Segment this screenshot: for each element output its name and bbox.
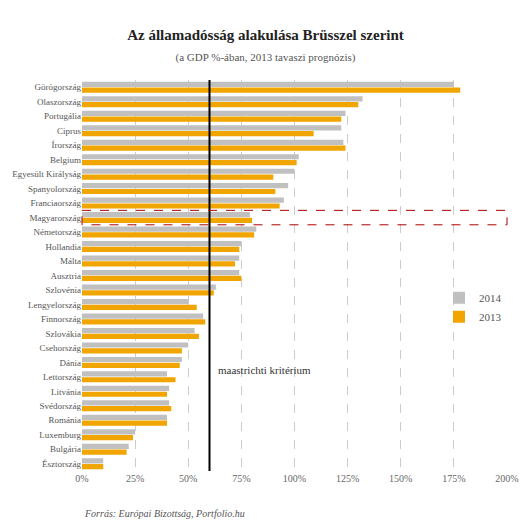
svg-text:Belgium: Belgium xyxy=(50,155,81,165)
svg-text:Szlovénia: Szlovénia xyxy=(46,285,82,295)
svg-text:Görögország: Görögország xyxy=(35,82,82,92)
svg-text:Lettország: Lettország xyxy=(43,372,81,382)
svg-text:Spanyolország: Spanyolország xyxy=(28,184,81,194)
svg-text:Finnország: Finnország xyxy=(41,314,81,324)
svg-text:175%: 175% xyxy=(442,473,465,484)
svg-text:50%: 50% xyxy=(179,473,197,484)
svg-text:maastrichti kritérium: maastrichti kritérium xyxy=(218,364,311,376)
svg-text:125%: 125% xyxy=(336,473,359,484)
svg-text:Svédország: Svédország xyxy=(40,401,82,411)
svg-text:Írország: Írország xyxy=(52,140,82,150)
svg-text:150%: 150% xyxy=(389,473,412,484)
svg-text:Olaszország: Olaszország xyxy=(37,97,81,107)
svg-text:Ciprus: Ciprus xyxy=(57,126,82,136)
svg-text:2014: 2014 xyxy=(479,292,502,304)
svg-text:Bulgária: Bulgária xyxy=(50,444,81,454)
svg-text:Észtország: Észtország xyxy=(42,459,81,469)
svg-text:Ausztria: Ausztria xyxy=(51,271,82,281)
svg-text:Csehország: Csehország xyxy=(40,343,82,353)
svg-text:Magyarország: Magyarország xyxy=(30,213,82,223)
svg-text:100%: 100% xyxy=(283,473,306,484)
svg-text:Portugália: Portugália xyxy=(44,111,81,121)
svg-text:Románia: Románia xyxy=(49,415,82,425)
svg-text:Németország: Németország xyxy=(34,227,82,237)
svg-text:Dánia: Dánia xyxy=(60,358,82,368)
svg-text:Forrás: Európai Bizottság, Por: Forrás: Európai Bizottság, Portfolio.hu xyxy=(84,508,245,519)
svg-text:Franciaország: Franciaország xyxy=(31,198,82,208)
svg-text:Lengyelország: Lengyelország xyxy=(28,300,81,310)
svg-text:0%: 0% xyxy=(75,473,88,484)
svg-text:Hollandia: Hollandia xyxy=(46,242,82,252)
svg-text:Szlovákia: Szlovákia xyxy=(46,329,82,339)
svg-text:Az államadósság alakulása Brüs: Az államadósság alakulása Brüsszel szeri… xyxy=(127,27,404,43)
svg-text:Luxemburg: Luxemburg xyxy=(39,430,81,440)
svg-text:75%: 75% xyxy=(232,473,250,484)
svg-text:2013: 2013 xyxy=(479,311,502,323)
svg-text:Litvánia: Litvánia xyxy=(51,387,81,397)
svg-text:(a GDP %-ában, 2013 tavaszi pr: (a GDP %-ában, 2013 tavaszi prognózis) xyxy=(176,51,356,64)
svg-text:25%: 25% xyxy=(126,473,144,484)
svg-text:200%: 200% xyxy=(495,473,518,484)
svg-text:Málta: Málta xyxy=(60,256,81,266)
svg-text:Egyesült Királyság: Egyesült Királyság xyxy=(12,169,81,179)
